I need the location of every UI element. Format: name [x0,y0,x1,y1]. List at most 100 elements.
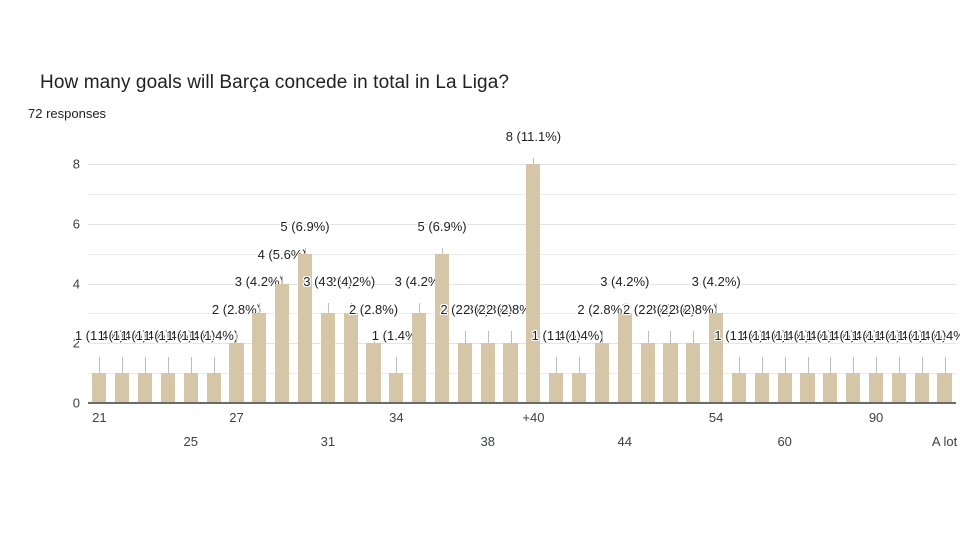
bar-label-leader-line [533,158,535,164]
bar[interactable] [206,373,221,403]
bar[interactable] [754,373,769,403]
bar-value-label: 1 (1.4%) [874,328,924,344]
bar-value-label: 1 (1.4%) [760,328,810,344]
bar-value-label: 3 (4.2%) [326,274,376,290]
bar[interactable] [389,373,404,403]
gridline [88,193,956,195]
bar-label-leader-line [487,331,489,344]
bar[interactable] [229,343,244,403]
bar[interactable] [640,343,655,403]
bar-value-label: 5 (6.9%) [417,218,467,234]
bar-label-leader-line [145,357,147,374]
gridline [88,283,956,285]
bar-label-leader-line [282,275,284,284]
bar-label-leader-line [350,303,352,314]
bar[interactable] [92,373,107,403]
bar[interactable] [549,373,564,403]
bar-value-label: 1 (1.4%) [805,328,855,344]
bar[interactable] [297,253,313,403]
bar-value-label: 2 (2.8%) [211,302,262,318]
x-axis-tick-label: 54 [708,410,724,425]
y-axis-tick-label: 6 [72,216,80,232]
bar-label-leader-line [556,357,558,374]
y-axis-tick-label: 8 [72,156,80,172]
bar[interactable] [709,313,724,403]
bar[interactable] [617,313,632,403]
x-axis-tick-label: 34 [389,410,404,425]
bar-label-leader-line [122,357,124,374]
bar[interactable] [868,373,884,403]
x-axis-tick-label: 38 [480,434,495,449]
bar-label-leader-line [99,357,101,374]
bar-label-leader-line [510,331,512,344]
bar[interactable] [526,164,541,403]
bar[interactable] [777,373,792,403]
bar-value-label: 1 (1.4%) [531,328,581,344]
bar-value-label: 1 (1.4%) [897,328,947,344]
x-axis-tick-label: 21 [92,410,107,425]
bar[interactable] [366,343,381,403]
y-axis-tick-label: 0 [72,395,80,411]
bar-label-leader-line [876,357,878,374]
bar[interactable] [183,373,198,403]
bar[interactable] [823,373,838,403]
bar-label-leader-line [327,303,329,314]
bar-value-label: 1 (1.4%) [166,328,216,344]
bar[interactable] [846,373,861,403]
bar-label-leader-line [190,357,192,374]
bar-value-label: 1 (1.4%) [554,328,604,344]
bar-label-leader-line [761,357,763,374]
bar-value-label: 3 (4.2%) [600,274,650,290]
bar-value-label: 3 (4.2%) [234,274,284,290]
bar-value-label: 1 (1.4%) [828,328,878,344]
bar-label-leader-line [167,357,169,374]
bar-label-leader-line [807,357,809,374]
bar[interactable] [320,313,335,403]
x-axis-tick-label: +40 [522,410,545,425]
y-axis-tick-label: 4 [72,276,80,291]
bar-value-label: 8 (11.1%) [505,129,562,144]
bar[interactable] [594,343,610,403]
bar[interactable] [800,373,815,403]
bar-value-label: 2 (2.8%) [668,302,718,318]
bar[interactable] [480,343,495,403]
bar[interactable] [252,313,267,403]
bar[interactable] [937,373,952,403]
bar[interactable] [686,343,701,403]
bar[interactable] [457,343,472,403]
bar[interactable] [572,373,587,403]
bar-label-leader-line [647,331,649,344]
bar-value-label: 1 (1.4%) [143,328,193,344]
bar-value-label: 2 (2.8%) [348,302,399,318]
bar-label-leader-line [716,303,718,314]
y-axis-tick-label: 2 [72,335,80,351]
bar[interactable] [160,373,176,403]
bar[interactable] [275,283,290,403]
bar[interactable] [138,373,153,403]
bar[interactable] [663,343,678,403]
bar-label-leader-line [784,357,786,374]
bar-label-leader-line [373,331,375,344]
bar-value-label: 5 (6.9%) [280,218,330,234]
bar[interactable] [115,373,130,403]
bar[interactable] [343,313,358,403]
gridline [88,164,956,165]
chart-title: How many goals will Barça concede in tot… [40,72,510,93]
x-axis-tick-label: 27 [229,410,244,425]
bar-label-leader-line [739,357,740,374]
bar[interactable] [503,343,518,403]
x-axis-tick-label: 90 [868,410,884,425]
bar[interactable] [891,373,906,403]
bar-label-leader-line [305,247,306,254]
bar-label-leader-line [944,357,946,374]
bar-label-leader-line [442,247,444,254]
bar-label-leader-line [259,303,261,314]
bar[interactable] [731,373,747,403]
bar[interactable] [914,373,929,403]
bar-value-label: 1 (1.4%) [714,328,764,344]
bar[interactable] [434,253,450,403]
bar-value-label: 2 (2.8%) [577,302,627,318]
bar[interactable] [412,313,427,403]
bar-label-leader-line [624,303,626,314]
